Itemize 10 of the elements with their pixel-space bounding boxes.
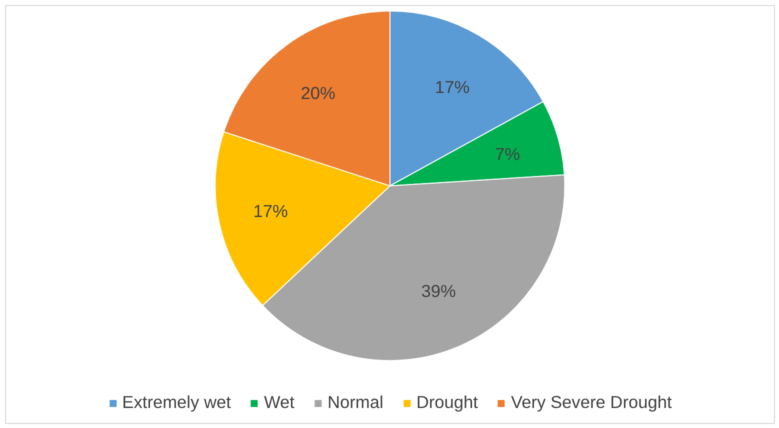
legend-label: Very Severe Drought [510, 392, 672, 413]
data-label: 7% [494, 144, 520, 164]
data-label: 20% [300, 82, 336, 103]
legend-label: Drought [416, 392, 478, 413]
legend-label: Wet [264, 392, 294, 413]
data-label: 17% [434, 77, 470, 98]
legend-label: Normal [327, 392, 384, 413]
data-label: 39% [421, 281, 456, 302]
data-label: 17% [253, 200, 288, 221]
legend-label: Extremely wet [122, 392, 231, 413]
